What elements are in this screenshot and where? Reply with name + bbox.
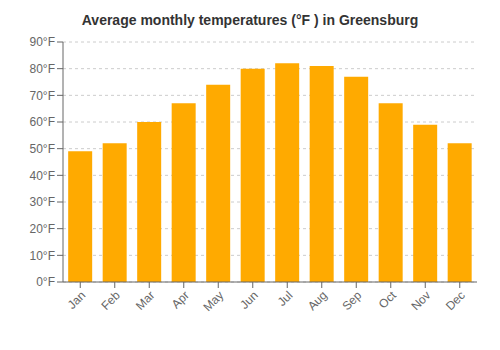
svg-text:Sep: Sep [339,288,364,313]
svg-text:Mar: Mar [133,288,158,313]
svg-text:Dec: Dec [443,288,468,313]
svg-text:50°F: 50°F [30,142,55,156]
html-text:Average monthly temperatures (: Average monthly temperatures (°F ) in Gr… [81,12,419,28]
svg-text:10°F: 10°F [30,249,55,263]
svg-text:60°F: 60°F [30,115,55,129]
svg-text:Aug: Aug [305,288,330,313]
svg-text:Nov: Nov [408,288,433,313]
svg-text:40°F: 40°F [30,169,55,183]
svg-text:0°F: 0°F [36,275,55,289]
svg-text:20°F: 20°F [30,222,55,236]
svg-text:Oct: Oct [376,288,400,312]
svg-text:Jul: Jul [275,288,296,309]
svg-text:Feb: Feb [98,288,123,313]
svg-text:80°F: 80°F [30,62,55,76]
svg-text:30°F: 30°F [30,195,55,209]
svg-text:Jan: Jan [65,288,89,312]
svg-text:Jun: Jun [237,288,261,312]
svg-text:90°F: 90°F [30,35,55,49]
svg-text:May: May [200,288,226,314]
svg-text:Apr: Apr [169,288,192,311]
svg-text:70°F: 70°F [30,89,55,103]
